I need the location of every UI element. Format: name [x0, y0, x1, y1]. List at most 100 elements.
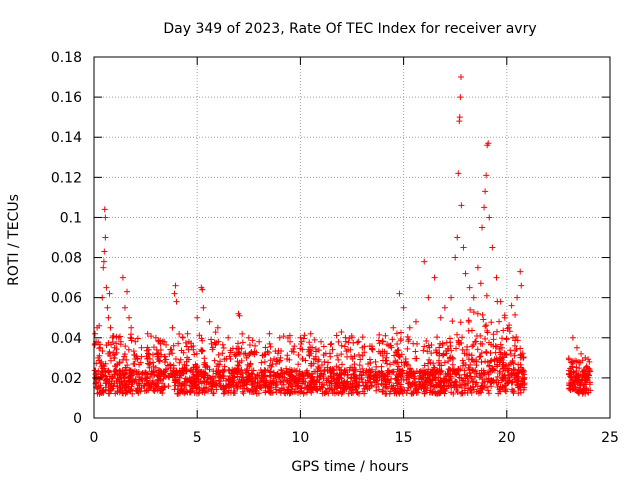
data-point — [410, 340, 417, 347]
data-point — [173, 368, 180, 375]
data-point — [470, 386, 477, 393]
data-point — [449, 318, 456, 325]
data-point — [146, 385, 153, 392]
data-point — [469, 343, 476, 350]
data-point — [191, 389, 198, 396]
data-point — [335, 356, 342, 363]
data-point — [569, 334, 576, 341]
data-point — [408, 368, 415, 375]
data-point — [172, 355, 179, 362]
data-point — [300, 390, 307, 397]
data-point — [310, 360, 317, 367]
data-point — [112, 368, 119, 375]
data-point — [465, 318, 472, 325]
data-point — [163, 341, 170, 348]
data-point — [461, 367, 468, 374]
data-point — [500, 359, 507, 366]
data-point — [518, 282, 525, 289]
data-point — [520, 354, 527, 361]
data-point — [203, 385, 210, 392]
data-point — [272, 382, 279, 389]
data-point — [380, 373, 387, 380]
data-point — [134, 386, 141, 393]
data-point — [386, 390, 393, 397]
data-point — [389, 336, 396, 343]
data-point — [193, 385, 200, 392]
data-point — [169, 324, 176, 331]
x-tick-label: 15 — [395, 430, 413, 446]
data-point — [274, 350, 281, 357]
ticks: 0 5 10 15 20 25 0 0.02 0.04 0.06 0.08 0.1 0.12 0.14 0.… — [51, 50, 619, 446]
data-point — [341, 378, 348, 385]
data-point — [493, 379, 500, 386]
data-point — [353, 382, 360, 389]
data-point — [359, 352, 366, 359]
data-point — [395, 363, 402, 370]
data-point — [116, 389, 123, 396]
data-point — [91, 367, 98, 374]
data-point — [490, 336, 497, 343]
data-point — [244, 386, 251, 393]
data-point — [289, 383, 296, 390]
data-point — [119, 381, 126, 388]
data-point — [398, 383, 405, 390]
data-point — [422, 370, 429, 377]
data-point — [113, 346, 120, 353]
data-point — [585, 356, 592, 363]
data-point — [356, 362, 363, 369]
data-point — [138, 344, 145, 351]
data-point — [461, 350, 468, 357]
data-point — [124, 362, 131, 369]
data-point — [102, 380, 109, 387]
data-point — [382, 377, 389, 384]
data-point — [448, 389, 455, 396]
data-point — [382, 384, 389, 391]
data-point — [277, 379, 284, 386]
data-point — [286, 356, 293, 363]
data-point — [446, 335, 453, 342]
data-point — [375, 337, 382, 344]
data-point — [485, 140, 492, 147]
y-axis-label: ROTI / TECUs — [6, 194, 22, 286]
data-point — [490, 331, 497, 338]
data-point — [199, 389, 206, 396]
data-point — [435, 368, 442, 375]
data-point — [172, 282, 179, 289]
data-point — [341, 343, 348, 350]
data-point — [441, 304, 448, 311]
data-point — [171, 377, 178, 384]
data-point — [394, 341, 401, 348]
data-point — [345, 390, 352, 397]
data-point — [431, 274, 438, 281]
data-point — [458, 202, 465, 209]
data-point — [254, 379, 261, 386]
data-point — [100, 258, 107, 265]
data-point — [166, 361, 173, 368]
data-point — [404, 361, 411, 368]
data-point — [576, 390, 583, 397]
data-point — [172, 378, 179, 385]
data-point — [351, 371, 358, 378]
data-point — [219, 341, 226, 348]
data-point — [566, 382, 573, 389]
data-point — [333, 363, 340, 370]
data-point — [465, 327, 472, 334]
data-point — [436, 362, 443, 369]
data-point — [95, 375, 102, 382]
data-point — [398, 359, 405, 366]
y-tick-label: 0.02 — [51, 371, 82, 387]
data-point — [328, 340, 335, 347]
data-point — [128, 337, 135, 344]
data-point — [166, 351, 173, 358]
data-point — [452, 254, 459, 261]
data-point — [199, 337, 206, 344]
data-point — [384, 341, 391, 348]
data-point — [191, 351, 198, 358]
data-point — [433, 381, 440, 388]
data-point — [213, 363, 220, 370]
data-point — [123, 356, 130, 363]
data-point — [466, 366, 473, 373]
data-point — [256, 338, 263, 345]
data-point — [330, 374, 337, 381]
data-point — [312, 345, 319, 352]
